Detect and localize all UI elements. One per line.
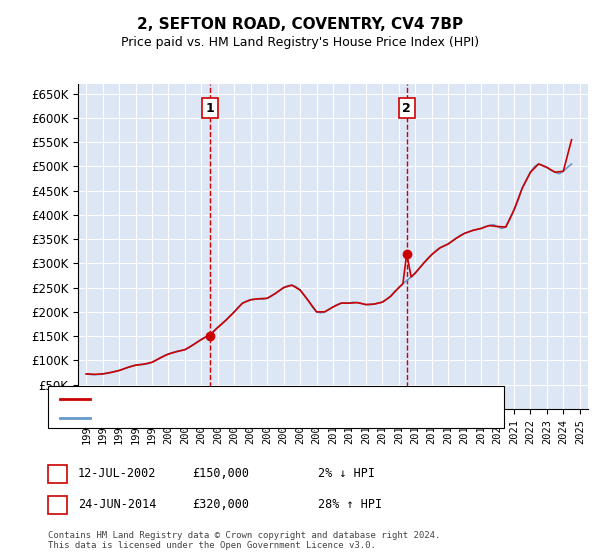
- Text: 1: 1: [206, 102, 215, 115]
- Text: 2, SEFTON ROAD, COVENTRY, CV4 7BP (detached house): 2, SEFTON ROAD, COVENTRY, CV4 7BP (detac…: [96, 394, 433, 404]
- Text: 28% ↑ HPI: 28% ↑ HPI: [318, 498, 382, 511]
- Text: 24-JUN-2014: 24-JUN-2014: [78, 498, 157, 511]
- Text: 2% ↓ HPI: 2% ↓ HPI: [318, 467, 375, 480]
- Text: 1: 1: [53, 467, 62, 480]
- Text: Contains HM Land Registry data © Crown copyright and database right 2024.
This d: Contains HM Land Registry data © Crown c…: [48, 531, 440, 550]
- Text: £150,000: £150,000: [192, 467, 249, 480]
- Text: 2, SEFTON ROAD, COVENTRY, CV4 7BP: 2, SEFTON ROAD, COVENTRY, CV4 7BP: [137, 17, 463, 32]
- Text: 2: 2: [403, 102, 411, 115]
- Text: £320,000: £320,000: [192, 498, 249, 511]
- Text: Price paid vs. HM Land Registry's House Price Index (HPI): Price paid vs. HM Land Registry's House …: [121, 36, 479, 49]
- Text: HPI: Average price, detached house, Coventry: HPI: Average price, detached house, Cove…: [96, 413, 393, 423]
- Text: 2: 2: [53, 498, 62, 511]
- Text: 12-JUL-2002: 12-JUL-2002: [78, 467, 157, 480]
